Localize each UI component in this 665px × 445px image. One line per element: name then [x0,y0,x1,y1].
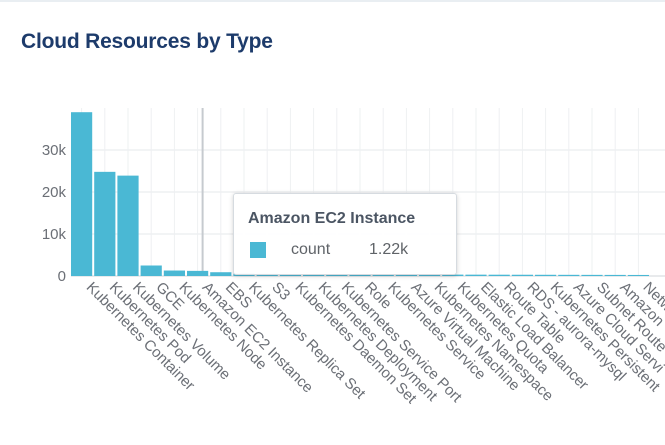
bar[interactable] [511,274,533,276]
tooltip-title: Amazon EC2 Instance [248,210,416,227]
bar[interactable] [71,112,93,276]
y-tick-label: 30k [42,142,67,159]
bar[interactable] [372,274,394,276]
bar[interactable] [163,270,185,276]
bar[interactable] [395,274,417,276]
y-tick-label: 20k [42,184,67,201]
tooltip-series-value: 1.22k [369,241,409,258]
bar[interactable] [581,274,603,276]
y-tick-label: 0 [58,268,66,285]
tooltip-series-swatch [250,242,266,258]
bar[interactable] [94,171,116,276]
tooltip-series-key: count [291,241,331,258]
bar[interactable] [210,272,232,276]
card-top-border [0,0,665,2]
bar[interactable] [419,274,441,276]
bar[interactable] [488,274,510,276]
bar[interactable] [140,265,162,277]
bar[interactable] [349,274,371,276]
chart-tooltip: Amazon EC2 Instance count 1.22k [233,193,457,275]
y-axis-ticks: 0 10k 20k 30k [42,142,67,285]
bar[interactable] [535,274,557,276]
y-tick-label: 10k [42,226,67,243]
bar[interactable] [558,274,580,276]
bar[interactable] [465,274,487,276]
bar[interactable] [604,274,626,276]
bar[interactable] [187,270,209,276]
chart-title: Cloud Resources by Type [21,30,273,53]
bar[interactable] [303,274,325,276]
bar[interactable] [326,274,348,276]
bar[interactable] [627,274,649,276]
bar[interactable] [442,274,464,276]
bar[interactable] [117,175,139,276]
